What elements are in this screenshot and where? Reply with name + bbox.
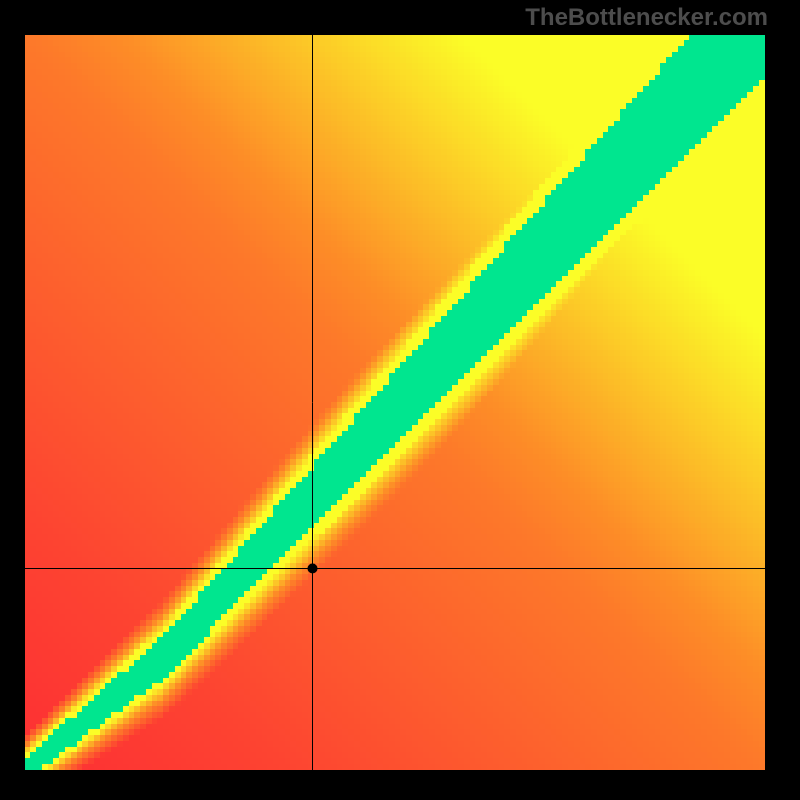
plot-area: [25, 35, 765, 770]
watermark-text: TheBottlenecker.com: [525, 4, 768, 32]
heatmap-canvas: [25, 35, 765, 770]
chart-frame: TheBottlenecker.com: [0, 0, 800, 800]
